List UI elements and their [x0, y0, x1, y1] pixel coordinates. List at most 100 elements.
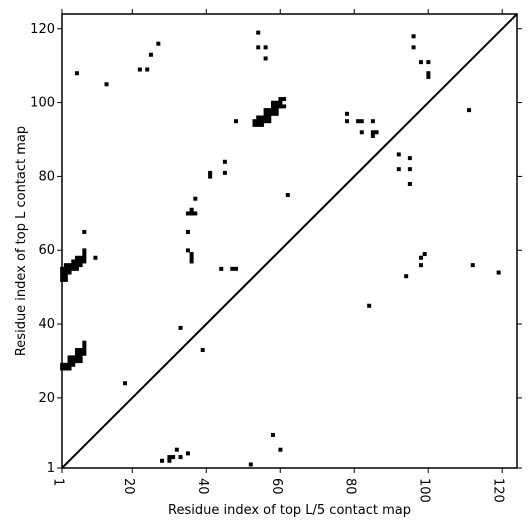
contact-cell-top-l	[71, 355, 76, 360]
contact-cell-top-l	[63, 277, 68, 282]
contact-cell-top-l	[274, 111, 279, 116]
contact-cell-top-l	[370, 119, 375, 124]
contact-cell-top-l	[63, 366, 68, 371]
y-tick-label: 1	[47, 461, 55, 476]
contact-cell-top-l	[282, 97, 287, 102]
contact-cell-top-l	[252, 119, 257, 124]
contact-cell-top-l	[82, 229, 87, 234]
contact-cell-top-l	[370, 130, 375, 135]
contact-cell-top-l	[263, 111, 268, 116]
contact-cell-top-l	[271, 111, 275, 116]
contact-cell-top-l	[411, 45, 416, 50]
contact-cell-top-l	[156, 41, 161, 46]
contact-cell-top-l	[74, 359, 79, 364]
contact-cell-top-l	[271, 100, 275, 105]
contact-cell-top-l	[407, 181, 412, 186]
contact-cell-top-l	[82, 248, 87, 253]
contact-cell-top-l	[71, 359, 76, 364]
contact-cell-top-l	[356, 119, 361, 124]
contact-cell-top-l	[274, 108, 279, 113]
contact-cell-top-l	[230, 266, 235, 271]
contact-cell-top-l	[71, 266, 76, 271]
contact-cell-top-l	[367, 303, 372, 308]
contact-cell-top-l	[234, 119, 239, 124]
contact-cell-top-l	[278, 100, 283, 105]
contact-cell-top-l	[256, 115, 261, 120]
contact-cell-top-l	[189, 252, 194, 257]
contact-cell-top-l	[63, 270, 68, 275]
contact-cell-top-l	[256, 119, 261, 124]
contact-cell-top-l	[263, 45, 268, 50]
y-tick-label: 100	[30, 96, 55, 111]
contact-cell-top-l	[189, 255, 194, 260]
contact-cell-top-l	[222, 170, 227, 175]
contact-cell-top-l	[259, 119, 264, 124]
contact-cell-top-l	[271, 108, 275, 113]
x-tick-label: 20	[121, 478, 136, 495]
contact-cell-top-l	[234, 266, 239, 271]
x-tick-label: 100	[417, 478, 432, 503]
contact-cell-top-l	[370, 133, 375, 138]
contact-cell-top-l	[78, 259, 83, 264]
contact-cell-top-l	[74, 255, 79, 260]
contact-cell-top-l	[359, 119, 364, 124]
contact-cell-top-l	[67, 263, 72, 268]
contact-cell-top-l	[411, 34, 416, 39]
contact-cell-top-l	[193, 196, 198, 201]
contact-cell-top-l	[344, 111, 349, 116]
contact-cell-top-l	[189, 259, 194, 264]
contact-cell-top-l	[74, 266, 79, 271]
contact-cell-top-l	[396, 167, 401, 172]
contact-cell-top-l5	[248, 462, 253, 467]
contact-cell-top-l	[82, 259, 87, 264]
contact-cell-top-l	[71, 259, 76, 264]
contact-cell-top-l	[137, 67, 142, 72]
contact-cell-top-l5	[160, 458, 165, 463]
contact-cell-top-l	[418, 60, 423, 65]
contact-cell-top-l5	[174, 447, 179, 452]
contact-cell-top-l	[263, 119, 268, 124]
contact-cell-top-l	[104, 82, 109, 87]
contact-cell-top-l5	[178, 455, 183, 460]
contact-cell-top-l	[344, 119, 349, 124]
contact-cell-top-l	[71, 263, 76, 268]
contact-cell-top-l	[467, 108, 472, 113]
contact-cell-top-l	[74, 263, 79, 268]
contact-cell-top-l	[259, 115, 264, 120]
contact-cell-top-l	[78, 359, 83, 364]
contact-cell-top-l5	[271, 432, 275, 437]
contact-cell-top-l	[63, 274, 68, 279]
contact-cell-top-l	[426, 60, 431, 65]
contact-cells-layer	[60, 30, 501, 467]
contact-cell-top-l5	[167, 458, 172, 463]
x-tick-label: 60	[269, 478, 284, 495]
y-tick-label: 40	[38, 317, 55, 332]
contact-cell-top-l	[67, 362, 72, 367]
contact-cell-top-l	[74, 351, 79, 356]
y-tick-label: 120	[30, 22, 55, 37]
y-axis-label: Residue index of top L contact map	[14, 126, 29, 356]
contact-cell-top-l	[82, 255, 87, 260]
contact-cell-top-l5	[185, 451, 190, 456]
y-tick-label: 60	[38, 243, 55, 258]
contact-cell-top-l	[208, 174, 213, 179]
contact-cell-top-l	[178, 325, 183, 330]
y-tick-label: 20	[38, 391, 55, 406]
contact-cell-top-l	[74, 348, 79, 353]
contact-cell-top-l	[222, 159, 227, 164]
contact-cell-top-l	[74, 355, 79, 360]
contact-cell-top-l	[78, 351, 83, 356]
contact-cell-top-l	[274, 100, 279, 105]
contact-cell-top-l	[426, 74, 431, 79]
contact-cell-top-l	[407, 167, 412, 172]
contact-cell-top-l	[256, 122, 261, 127]
contact-cell-top-l	[396, 152, 401, 157]
contact-cell-top-l	[267, 108, 272, 113]
y-tick-label: 80	[38, 169, 55, 184]
contact-cell-top-l	[252, 122, 257, 127]
contact-cell-top-l	[82, 351, 87, 356]
contact-cell-top-l	[78, 263, 83, 268]
contact-cell-top-l	[263, 56, 268, 61]
